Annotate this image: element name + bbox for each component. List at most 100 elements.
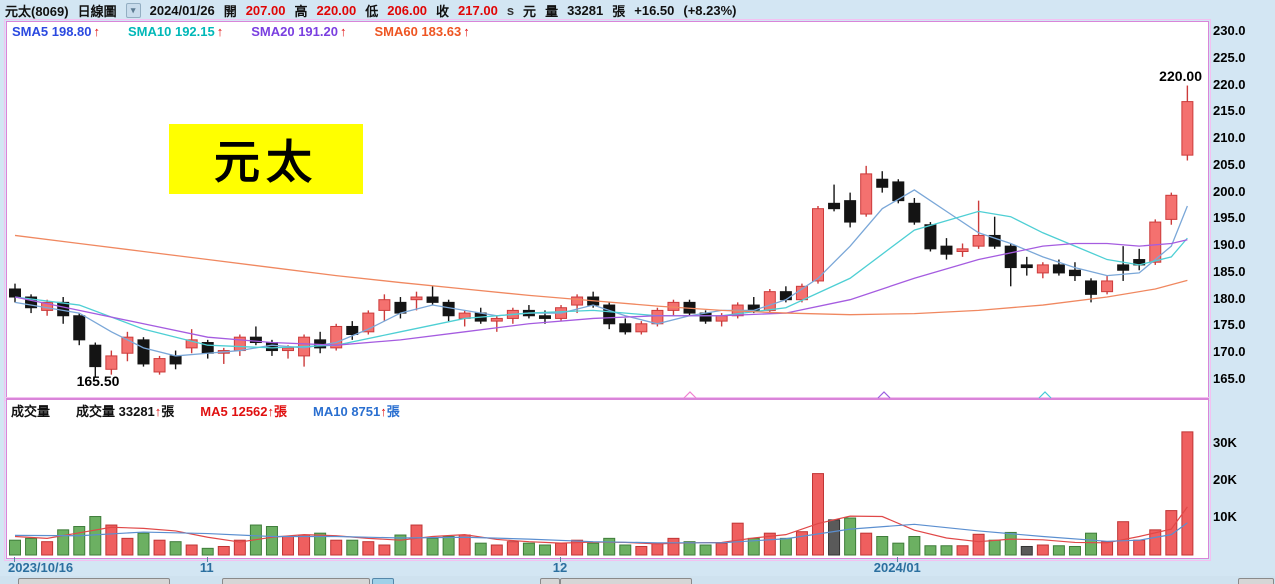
- x-axis-tick: [560, 557, 562, 562]
- volume-bar: [1133, 539, 1146, 556]
- candle: [763, 288, 776, 314]
- up-arrow-icon: ↑: [267, 404, 275, 419]
- candle: [25, 294, 38, 314]
- volume-axis-label: 20K: [1213, 472, 1237, 487]
- volume-bar: [844, 517, 857, 556]
- volume-bar: [1149, 529, 1162, 556]
- candle: [1004, 243, 1017, 287]
- volume-bar: [940, 545, 953, 556]
- currency-unit: 元: [523, 3, 537, 19]
- volume-bar: [683, 541, 696, 556]
- volume-bar: [522, 542, 535, 556]
- volume-bar: [346, 539, 359, 556]
- toolbar-control-partial[interactable]: [540, 578, 560, 584]
- candle: [314, 331, 327, 354]
- volume-bar: [282, 536, 295, 556]
- high-label: 高: [294, 3, 308, 19]
- volume-axis-label: 30K: [1213, 435, 1237, 450]
- price-axis-label: 200.0: [1213, 183, 1246, 199]
- candle: [169, 350, 182, 370]
- volume-indicator-label: MA10 8751: [313, 404, 381, 419]
- candle: [571, 294, 584, 314]
- volume-bar: [779, 537, 792, 556]
- toolbar-control-partial[interactable]: [372, 578, 394, 584]
- volume-bar: [73, 526, 86, 556]
- volume-chart-canvas[interactable]: [7, 400, 1208, 558]
- sma-indicator-sma20: SMA20 191.20 ↑: [251, 24, 346, 39]
- change-value: +16.50: [634, 2, 675, 18]
- toolbar-control-partial[interactable]: [222, 578, 370, 584]
- candle: [1036, 262, 1049, 279]
- volume-bar: [828, 519, 841, 556]
- symbol-name: 元太(8069): [5, 3, 69, 19]
- volume-unit: 張: [612, 3, 626, 19]
- candle: [153, 355, 166, 375]
- session-flag: s: [506, 2, 515, 18]
- candle: [217, 347, 230, 364]
- price-axis-label: 225.0: [1213, 49, 1246, 65]
- volume-bar: [1165, 510, 1178, 556]
- close-value: 217.00: [458, 2, 498, 18]
- volume-indicator-ma10: MA10 8751↑張: [313, 401, 400, 420]
- volume-indicator-row: 成交量 成交量 33281↑張 MA5 12562↑張 MA10 8751↑張: [11, 401, 400, 420]
- period-label[interactable]: 日線圖: [77, 3, 117, 19]
- candle: [378, 294, 391, 322]
- volume-bar: [506, 541, 519, 556]
- volume-bar: [892, 542, 905, 556]
- candle: [1133, 248, 1146, 271]
- volume-axis-label: 10K: [1213, 509, 1237, 524]
- candle: [1068, 262, 1081, 281]
- candle: [1085, 278, 1098, 303]
- volume-bar: [924, 545, 937, 556]
- price-pane: SMA5 198.80 ↑ SMA10 192.15 ↑ SMA20 191.20 ↑ SM…: [4, 19, 1211, 401]
- candle: [490, 315, 503, 332]
- candle: [1101, 275, 1114, 295]
- volume-bar: [410, 524, 423, 556]
- candlestick-chart-canvas[interactable]: [7, 22, 1208, 398]
- toolbar-control-partial[interactable]: [560, 578, 692, 584]
- volume-bar: [25, 537, 38, 556]
- candle: [298, 334, 311, 367]
- candle: [860, 165, 873, 217]
- volume-bar: [1101, 541, 1114, 556]
- volume-bar: [571, 539, 584, 556]
- toolbar-control-partial[interactable]: [1238, 578, 1274, 584]
- volume-bar: [490, 544, 503, 556]
- volume-bar: [1181, 431, 1194, 556]
- volume-bar: [876, 536, 889, 556]
- x-axis-tick: [897, 557, 899, 562]
- candle: [908, 197, 921, 225]
- candle: [619, 318, 632, 335]
- volume-pane-title: 成交量: [11, 404, 51, 419]
- volume-bar: [1085, 532, 1098, 556]
- candle: [426, 286, 439, 306]
- price-axis-label: 215.0: [1213, 103, 1246, 119]
- candle: [812, 206, 824, 284]
- ma-line-sma5: [14, 189, 1188, 357]
- volume-bar: [1004, 531, 1017, 556]
- volume-bar: [812, 473, 824, 556]
- ma-exit-markers: [0, 391, 1275, 399]
- candle: [635, 321, 648, 335]
- volume-bar: [1052, 545, 1065, 556]
- volume-bar: [426, 537, 439, 556]
- candle: [972, 200, 985, 249]
- toolbar-control-partial[interactable]: [18, 578, 170, 584]
- ohlc-header: 元太(8069) 日線圖 ▾ 2024/01/26 開 207.00 高 220…: [0, 0, 1275, 20]
- up-arrow-icon: ↑: [463, 24, 470, 39]
- x-axis-label: 2023/10/16: [8, 560, 74, 575]
- candle: [1165, 192, 1178, 225]
- period-dropdown-icon[interactable]: ▾: [125, 2, 141, 18]
- price-axis-label: 180.0: [1213, 290, 1246, 306]
- volume-bar: [89, 516, 102, 556]
- price-axis-label: 195.0: [1213, 210, 1246, 226]
- candle: [137, 337, 150, 367]
- x-axis-tick: [206, 557, 208, 562]
- volume-bar: [185, 544, 198, 556]
- volume-bar: [908, 536, 921, 556]
- x-axis-label: 2024/01: [873, 560, 921, 575]
- volume-bar: [587, 542, 600, 556]
- candle: [233, 334, 246, 356]
- candle: [121, 331, 134, 362]
